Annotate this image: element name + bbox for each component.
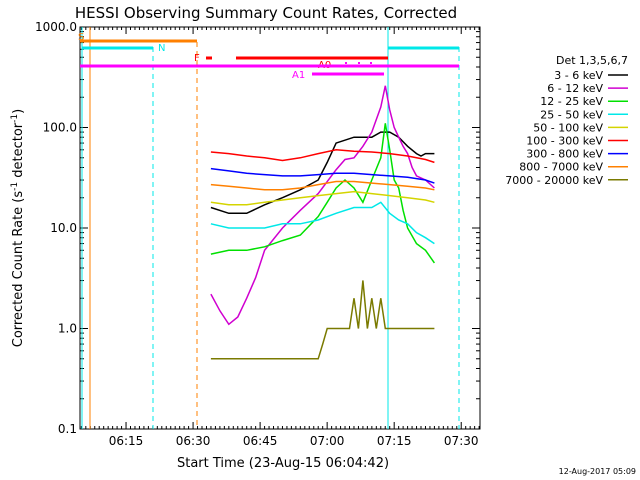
legend-entry-label: 12 - 25 keV bbox=[540, 95, 603, 108]
x-axis-label: Start Time (23-Aug-15 06:04:42) bbox=[177, 456, 389, 471]
attenuator-dot bbox=[345, 62, 347, 64]
x-tick-label: 07:00 bbox=[310, 434, 345, 448]
x-tick-label: 06:15 bbox=[109, 434, 144, 448]
y-tick-label: 1.0 bbox=[58, 322, 77, 336]
series-line bbox=[210, 131, 435, 215]
flare-label: F bbox=[194, 53, 200, 64]
legend-entry-label: 50 - 100 keV bbox=[533, 121, 603, 134]
night-label: N bbox=[158, 43, 165, 54]
series-line bbox=[210, 149, 435, 164]
series-line bbox=[210, 180, 435, 191]
status-bars: SNFA0A1 bbox=[78, 32, 459, 81]
series-line bbox=[210, 167, 435, 184]
axis-tick-labels: 06:15 06:30 06:45 07:00 07:15 07:30 0.1 1.0 10.0… bbox=[35, 20, 479, 448]
x-tick-label: 07:30 bbox=[444, 434, 479, 448]
legend-title: Det 1,3,5,6,7 bbox=[556, 54, 628, 67]
legend-entry-label: 25 - 50 keV bbox=[540, 108, 603, 121]
y-axis-label: Corrected Count Rate (s-1 detector-1) bbox=[10, 109, 26, 347]
series-line bbox=[210, 201, 435, 245]
legend-entry-label: 3 - 6 keV bbox=[554, 69, 603, 82]
legend-entry-label: 100 - 300 keV bbox=[526, 135, 603, 148]
attenuator-dot bbox=[370, 62, 372, 64]
x-tick-label: 06:30 bbox=[176, 434, 211, 448]
y-tick-label: 1000.0 bbox=[35, 20, 77, 34]
timestamp: 12-Aug-2017 05:09 bbox=[559, 467, 636, 476]
y-tick-label: 10.0 bbox=[50, 221, 77, 235]
legend-entry-label: 7000 - 20000 keV bbox=[505, 174, 603, 187]
chart-title: HESSI Observing Summary Count Rates, Cor… bbox=[75, 4, 457, 22]
attenuator-dot bbox=[358, 62, 360, 64]
x-tick-label: 06:45 bbox=[243, 434, 278, 448]
series-line bbox=[210, 280, 435, 360]
event-markers bbox=[81, 27, 460, 429]
plot-frame bbox=[79, 26, 481, 430]
series-line bbox=[210, 123, 436, 264]
y-tick-label: 100.0 bbox=[43, 121, 77, 135]
legend-entry-label: 300 - 800 keV bbox=[526, 148, 603, 161]
legend-entry-label: 6 - 12 keV bbox=[547, 82, 603, 95]
legend-entry-label: 800 - 7000 keV bbox=[519, 161, 603, 174]
axes-ticks bbox=[80, 26, 480, 430]
attenuator-a1-label: A1 bbox=[292, 70, 305, 81]
series-line bbox=[210, 190, 435, 206]
x-tick-label: 07:15 bbox=[377, 434, 412, 448]
y-tick-label: 0.1 bbox=[58, 422, 77, 436]
data-series bbox=[210, 85, 436, 360]
saa-label: S bbox=[78, 32, 84, 43]
